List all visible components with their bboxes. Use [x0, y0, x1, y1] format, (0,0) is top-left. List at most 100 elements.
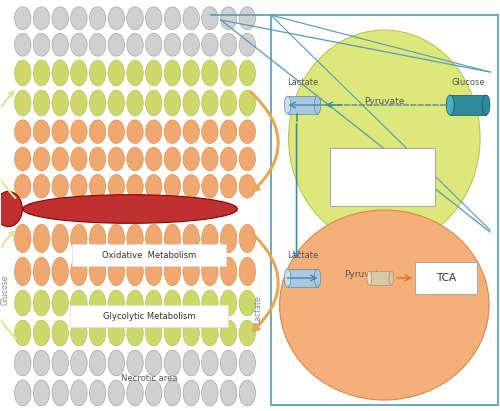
Ellipse shape — [70, 33, 87, 56]
Ellipse shape — [108, 33, 124, 56]
Ellipse shape — [14, 224, 31, 253]
Ellipse shape — [52, 257, 68, 286]
Ellipse shape — [108, 60, 124, 86]
Ellipse shape — [90, 7, 106, 30]
Ellipse shape — [202, 380, 218, 406]
Ellipse shape — [22, 195, 238, 223]
Ellipse shape — [108, 290, 124, 316]
Ellipse shape — [164, 350, 180, 376]
FancyArrowPatch shape — [250, 92, 278, 191]
Bar — [288, 96, 318, 114]
Bar — [370, 271, 392, 285]
Ellipse shape — [52, 33, 68, 56]
Ellipse shape — [146, 290, 162, 316]
Ellipse shape — [220, 147, 237, 171]
Ellipse shape — [108, 175, 124, 198]
Ellipse shape — [164, 120, 180, 143]
Ellipse shape — [183, 320, 200, 346]
Ellipse shape — [183, 147, 200, 171]
Ellipse shape — [146, 257, 162, 286]
Ellipse shape — [183, 90, 200, 116]
Ellipse shape — [146, 380, 162, 406]
Ellipse shape — [220, 175, 237, 198]
Ellipse shape — [52, 147, 68, 171]
Ellipse shape — [164, 320, 180, 346]
Ellipse shape — [220, 380, 237, 406]
Bar — [330, 148, 435, 206]
Ellipse shape — [70, 90, 87, 116]
Ellipse shape — [146, 224, 162, 253]
Ellipse shape — [127, 380, 144, 406]
Bar — [288, 269, 318, 287]
Ellipse shape — [239, 120, 256, 143]
Ellipse shape — [367, 271, 372, 285]
Ellipse shape — [164, 175, 180, 198]
Ellipse shape — [70, 175, 87, 198]
Ellipse shape — [183, 380, 200, 406]
Ellipse shape — [52, 380, 68, 406]
Ellipse shape — [52, 90, 68, 116]
Ellipse shape — [164, 380, 180, 406]
Text: Pyruvate: Pyruvate — [364, 97, 405, 106]
Ellipse shape — [70, 147, 87, 171]
Ellipse shape — [52, 350, 68, 376]
Ellipse shape — [90, 257, 106, 286]
Ellipse shape — [90, 120, 106, 143]
Ellipse shape — [220, 320, 237, 346]
Ellipse shape — [239, 7, 256, 30]
Ellipse shape — [127, 120, 144, 143]
Ellipse shape — [164, 224, 180, 253]
Ellipse shape — [127, 90, 144, 116]
Ellipse shape — [33, 147, 50, 171]
Ellipse shape — [164, 33, 180, 56]
Ellipse shape — [90, 224, 106, 253]
Ellipse shape — [14, 320, 31, 346]
Ellipse shape — [33, 320, 50, 346]
Ellipse shape — [127, 290, 144, 316]
Ellipse shape — [220, 90, 237, 116]
Ellipse shape — [239, 147, 256, 171]
Ellipse shape — [202, 33, 218, 56]
Ellipse shape — [127, 147, 144, 171]
Ellipse shape — [33, 380, 50, 406]
Ellipse shape — [90, 380, 106, 406]
Ellipse shape — [146, 7, 162, 30]
Text: Glucose: Glucose — [452, 78, 485, 87]
Bar — [415, 262, 477, 294]
Ellipse shape — [52, 320, 68, 346]
Ellipse shape — [70, 380, 87, 406]
Ellipse shape — [239, 175, 256, 198]
Ellipse shape — [90, 350, 106, 376]
Ellipse shape — [52, 175, 68, 198]
Ellipse shape — [14, 60, 31, 86]
Ellipse shape — [70, 290, 87, 316]
Ellipse shape — [220, 350, 237, 376]
FancyArrowPatch shape — [250, 232, 278, 331]
Ellipse shape — [52, 60, 68, 86]
Ellipse shape — [314, 96, 321, 114]
Ellipse shape — [183, 60, 200, 86]
Ellipse shape — [239, 33, 256, 56]
Ellipse shape — [202, 90, 218, 116]
Ellipse shape — [183, 290, 200, 316]
Ellipse shape — [146, 90, 162, 116]
Ellipse shape — [220, 7, 237, 30]
Ellipse shape — [52, 290, 68, 316]
Text: Pyruvate: Pyruvate — [344, 270, 385, 279]
Ellipse shape — [239, 380, 256, 406]
Ellipse shape — [164, 90, 180, 116]
Bar — [72, 244, 227, 266]
Ellipse shape — [33, 257, 50, 286]
Ellipse shape — [202, 175, 218, 198]
Bar — [70, 305, 228, 327]
Ellipse shape — [482, 95, 490, 115]
Ellipse shape — [90, 175, 106, 198]
Ellipse shape — [14, 90, 31, 116]
Ellipse shape — [146, 33, 162, 56]
Ellipse shape — [52, 7, 68, 30]
Ellipse shape — [52, 120, 68, 143]
Text: Lactate: Lactate — [253, 296, 262, 324]
Ellipse shape — [220, 224, 237, 253]
Text: Glycolytic Metabolism: Glycolytic Metabolism — [102, 312, 195, 321]
Ellipse shape — [14, 257, 31, 286]
